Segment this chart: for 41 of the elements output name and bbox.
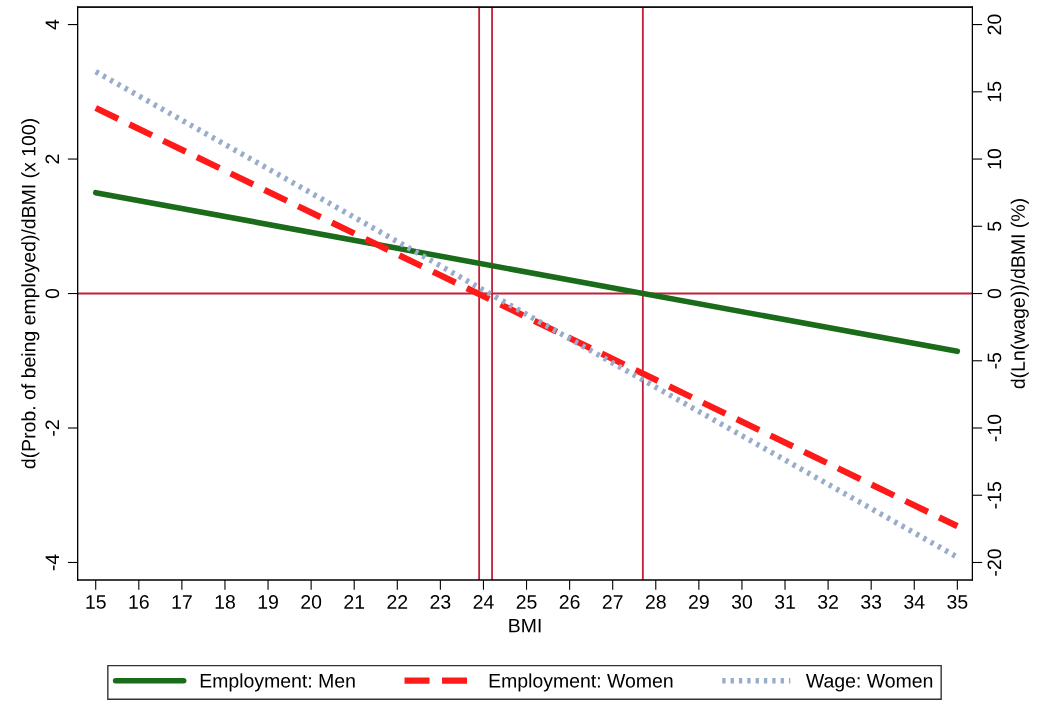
y2-tick-label: -20	[987, 549, 1002, 576]
x-tick-label: 25	[516, 595, 537, 609]
x-tick-label: 27	[602, 595, 623, 609]
x-tick-label: 22	[387, 595, 408, 609]
x-tick-label: 15	[86, 595, 106, 609]
y2-tick-label: 20	[987, 14, 1002, 35]
x-tick-label: 16	[129, 595, 149, 609]
x-tick-label: 32	[818, 595, 838, 609]
y-tick-label: 4	[45, 19, 60, 30]
legend-label: Wage: Women	[805, 674, 933, 692]
y2-tick-label: 15	[987, 81, 1002, 102]
y2-tick-label: -10	[987, 414, 1002, 442]
y2-axis-title: d(Ln(wage))/dBMI (%)	[1010, 199, 1029, 389]
x-tick-label: 24	[473, 595, 494, 609]
x-tick-label: 33	[861, 595, 882, 609]
y-tick-label: 0	[45, 288, 60, 299]
x-tick-label: 35	[947, 595, 968, 609]
y-tick-label: -4	[45, 554, 60, 571]
legend-label: Employment: Women	[489, 673, 673, 692]
y-axis-title: d(Prob. of being employed)/dBMI (x 100)	[21, 119, 40, 469]
x-tick-label: 28	[645, 595, 666, 609]
y2-tick-label: 10	[987, 148, 1002, 169]
y2-tick-label: 0	[987, 288, 1002, 299]
x-tick-label: 34	[904, 595, 925, 609]
x-tick-label: 17	[172, 595, 192, 609]
x-tick-label: 26	[559, 595, 580, 609]
x-tick-label: 23	[430, 595, 451, 609]
x-tick-label: 31	[774, 595, 795, 609]
y2-tick-label: -5	[987, 352, 1002, 369]
x-tick-label: 30	[731, 595, 752, 609]
y-tick-label: 2	[45, 154, 60, 164]
y2-tick-label: 5	[987, 221, 1002, 231]
y2-tick-label: -15	[987, 482, 1002, 509]
x-tick-label: 18	[215, 595, 235, 609]
x-tick-label: 29	[689, 595, 709, 609]
x-axis-title: BMI	[509, 618, 541, 633]
x-tick-label: 21	[344, 595, 365, 609]
x-tick-label: 20	[301, 595, 322, 609]
y-tick-label: -2	[45, 420, 60, 436]
x-tick-label: 19	[258, 595, 278, 609]
legend-label: Employment: Men	[200, 673, 355, 692]
